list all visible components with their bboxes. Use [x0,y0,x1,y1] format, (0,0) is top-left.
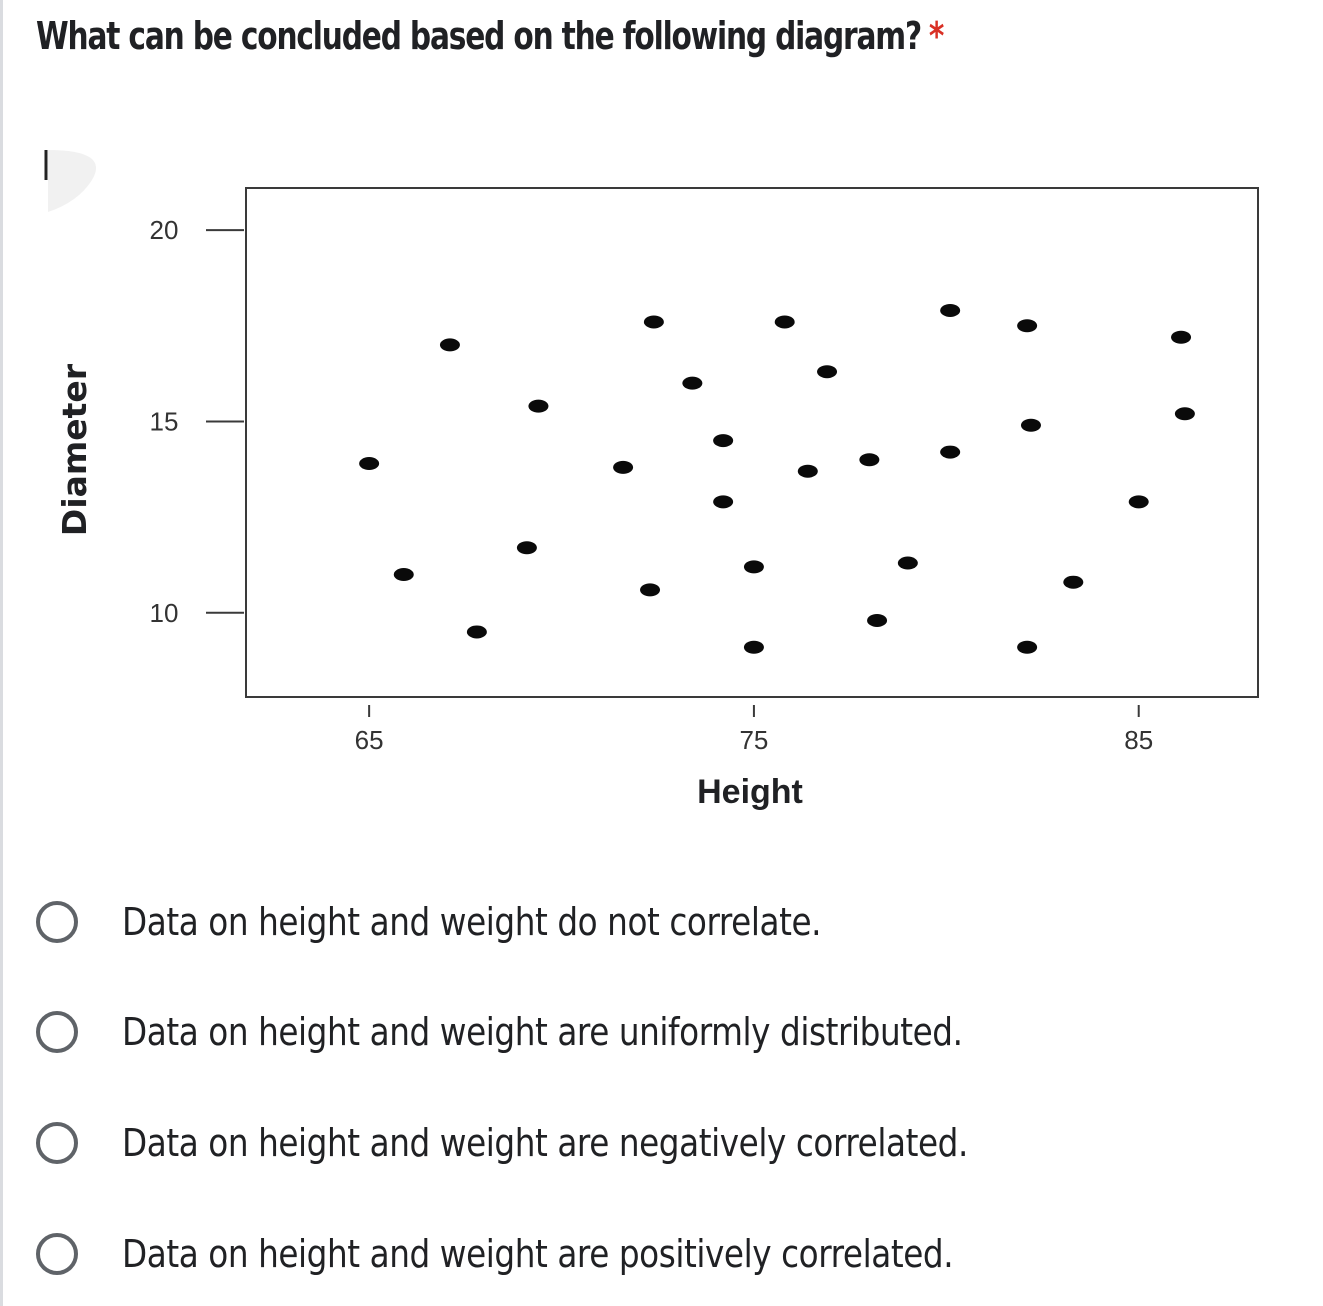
radio-button[interactable] [36,1011,78,1053]
x-axis-label: Height [697,773,803,811]
data-point [466,625,487,639]
data-point [682,376,703,390]
radio-button[interactable] [36,1233,78,1275]
question-text: What can be concluded based on the follo… [36,14,922,58]
data-point [1128,495,1149,509]
option-label: Data on height and weight do not correla… [122,900,822,944]
radio-button[interactable] [36,1122,78,1164]
form-left-border [0,0,3,1306]
option-1[interactable]: Data on height and weight do not correla… [36,882,935,962]
required-marker: * [928,14,945,58]
data-point [743,560,764,574]
data-point [1063,575,1084,589]
data-point [1171,330,1192,344]
data-point [640,583,661,597]
question-title: What can be concluded based on the follo… [36,14,945,58]
option-label: Data on height and weight are positively… [122,1232,954,1276]
data-points [359,303,1195,654]
data-point [867,613,888,627]
y-tick-label: 10 [150,598,179,628]
data-point [1017,319,1038,333]
option-4[interactable]: Data on height and weight are positively… [36,1214,1089,1294]
data-point [713,495,734,509]
data-point [713,434,734,448]
data-point [1017,640,1038,654]
option-2[interactable]: Data on height and weight are uniformly … [36,992,1099,1072]
data-point [393,568,414,582]
data-point [613,460,634,474]
data-point [643,315,664,329]
data-point [859,453,880,467]
data-point [940,445,961,459]
scatter-chart-svg: 65 75 85 10 15 20 Height Diameter [44,150,1259,811]
data-point [1174,407,1195,421]
data-point [528,399,549,413]
data-point [516,541,537,555]
y-axis: 10 15 20 [150,215,244,628]
data-point [439,338,460,352]
y-axis-label: Diameter [55,363,94,536]
option-3[interactable]: Data on height and weight are negatively… [36,1103,1106,1183]
data-point [897,556,918,570]
y-tick-label: 20 [150,215,179,245]
radio-button[interactable] [36,901,78,943]
option-label: Data on height and weight are uniformly … [122,1010,963,1054]
x-tick-label: 75 [739,725,768,755]
x-axis: 65 75 85 [355,705,1153,755]
data-point [1020,418,1041,432]
image-corner-artifact [48,150,97,212]
option-label: Data on height and weight are negatively… [122,1121,968,1165]
plot-frame [245,187,1259,698]
data-point [817,365,838,379]
data-point [743,640,764,654]
data-point [940,303,961,317]
data-point [774,315,795,329]
data-point [797,464,818,478]
data-point [359,457,380,471]
x-tick-label: 65 [355,725,384,755]
y-tick-label: 15 [150,406,179,436]
x-tick-label: 85 [1124,725,1153,755]
